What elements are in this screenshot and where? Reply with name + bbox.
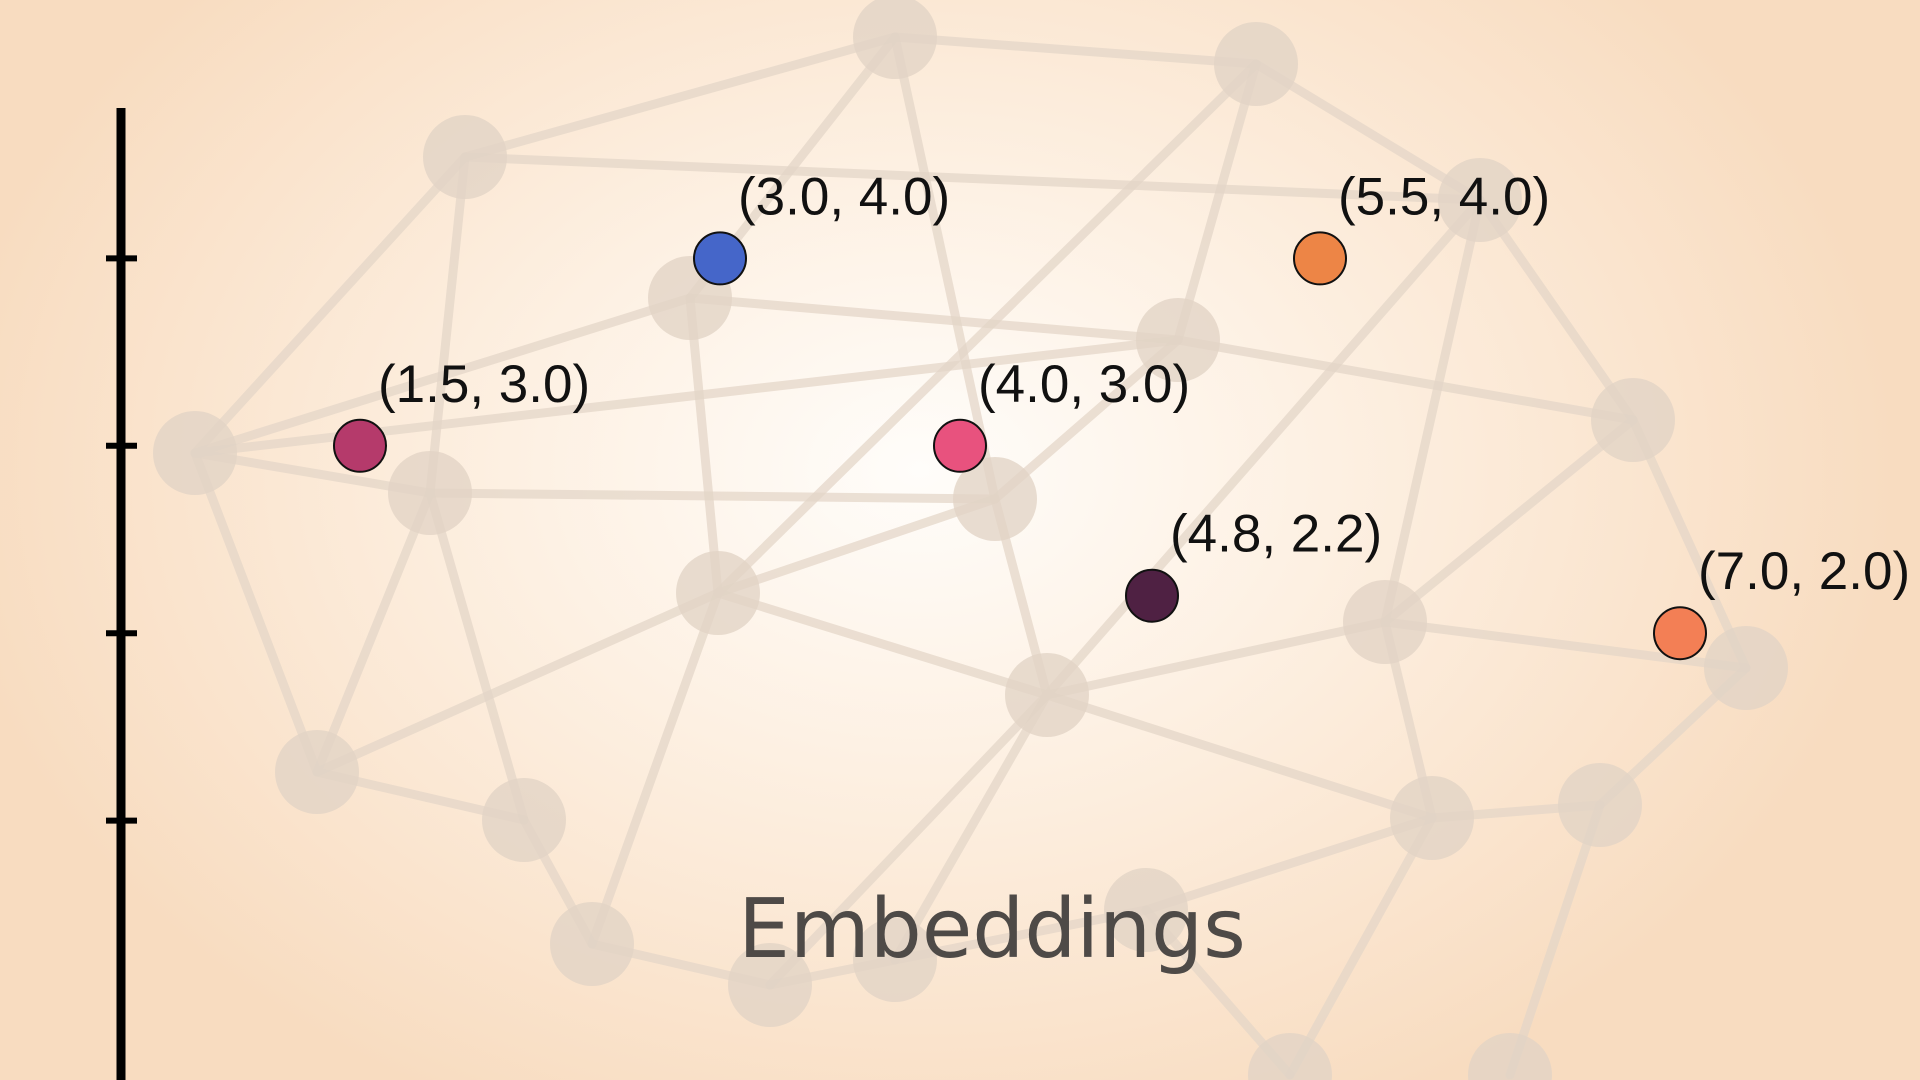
network-node [1558,763,1642,847]
data-label: (4.0, 3.0) [978,355,1190,414]
data-label: (7.0, 2.0) [1698,542,1910,601]
chart-title: Embeddings [738,882,1246,977]
network-edge [460,32,900,162]
network-node [1343,580,1427,664]
data-label: (1.5, 3.0) [378,355,590,414]
network-edge [1628,415,1751,673]
data-points [333,231,1707,661]
data-point [693,231,747,286]
network-edge [1380,617,1751,673]
data-label: (5.5, 4.0) [1338,167,1550,226]
network-edge [713,494,1000,598]
network-node [482,778,566,862]
network-node [550,902,634,986]
network-edge [890,905,1151,965]
network-edge [425,488,1000,504]
network-edge [1505,800,1605,1080]
network-edge [1141,813,1437,915]
network-node [1468,1033,1552,1080]
network-edge [1042,690,1437,823]
network-edge [1042,195,1485,700]
network-edge [713,59,1261,598]
data-labels: (3.0, 4.0) (5.5, 4.0) (1.5, 3.0) (4.0, 3.0)… [378,167,1910,601]
network-edge [765,690,1052,990]
network-edge [890,690,1052,965]
network-node [388,451,472,535]
network-node [853,918,937,1002]
network-node [1591,378,1675,462]
network-node [853,0,937,79]
network-edge [312,488,435,777]
network-edge [587,588,723,949]
network-edge [713,588,1052,700]
network-edge [1380,415,1638,627]
network-edge [890,32,1000,504]
network-node [153,411,237,495]
neural-network-background [153,0,1788,1080]
network-edge [190,448,322,777]
network-node [1104,868,1188,952]
data-point [1293,231,1347,286]
data-point [1653,606,1707,661]
network-edge [1251,59,1485,205]
network-node [953,457,1037,541]
data-point [933,418,987,473]
network-edge [190,152,470,458]
network-edge [425,488,529,825]
network-edge [425,152,470,498]
network-edge [890,32,1261,69]
network-node [1005,653,1089,737]
network-edge [312,588,723,777]
y-axis-ticks [106,255,137,824]
network-node [676,551,760,635]
network-edge [190,293,695,458]
network-node [1390,776,1474,860]
network-edge [1285,813,1437,1080]
network-edge [1380,195,1485,627]
network-node [1214,22,1298,106]
network-node [1438,158,1522,242]
network-edge [685,293,723,598]
network-edge [460,152,1485,205]
network-edge [1475,195,1638,425]
network-edge [685,293,1183,345]
network-edge [1042,617,1390,700]
data-point [333,418,387,473]
network-node [728,943,812,1027]
data-label: (3.0, 4.0) [738,167,950,226]
network-node [275,730,359,814]
data-label: (4.8, 2.2) [1170,505,1382,564]
network-node [1248,1033,1332,1080]
data-point [1125,568,1179,623]
network-edge [1173,59,1261,345]
network-node [1136,298,1220,382]
network-node [1704,626,1788,710]
network-edge [1173,335,1638,425]
network-node [423,115,507,199]
